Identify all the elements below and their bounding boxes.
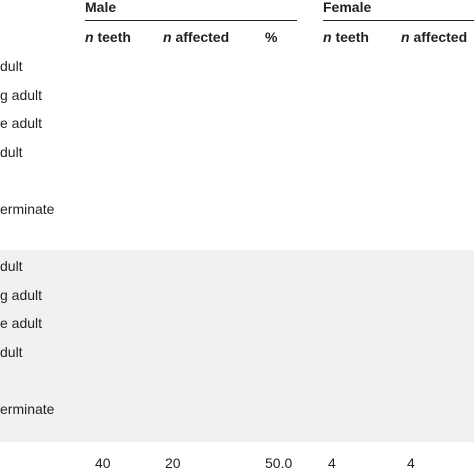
- total-cell: 4: [407, 455, 415, 471]
- column-header: n teeth: [323, 29, 369, 45]
- group-rule: [85, 20, 297, 21]
- row-label: e adult: [0, 115, 43, 131]
- row-label: e adult: [0, 315, 43, 331]
- header-text: teeth: [335, 29, 369, 45]
- total-cell: 20: [165, 455, 181, 471]
- total-cell: 50.0: [265, 455, 293, 471]
- header-text: affected: [175, 29, 230, 45]
- total-cell: 40: [95, 455, 111, 471]
- group-header: Male: [85, 0, 117, 15]
- section-shade: [0, 250, 474, 442]
- italic-n: n: [323, 29, 332, 45]
- row-label: g adult: [0, 287, 43, 303]
- row-label: dult: [0, 144, 23, 160]
- header-text: teeth: [97, 29, 131, 45]
- column-header: n affected: [401, 29, 467, 45]
- header-text: %: [265, 29, 278, 45]
- header-text: affected: [413, 29, 468, 45]
- italic-n: n: [163, 29, 172, 45]
- row-label: dult: [0, 258, 23, 274]
- row-label: dult: [0, 344, 23, 360]
- column-header: n teeth: [85, 29, 131, 45]
- italic-n: n: [401, 29, 410, 45]
- group-rule: [323, 20, 474, 21]
- total-cell: 4: [328, 455, 336, 471]
- group-header: Female: [323, 0, 372, 15]
- row-label: erminate: [0, 201, 55, 217]
- column-header: %: [265, 29, 277, 45]
- row-label: erminate: [0, 401, 55, 417]
- row-label: g adult: [0, 87, 43, 103]
- column-header: n affected: [163, 29, 229, 45]
- italic-n: n: [85, 29, 94, 45]
- row-label: dult: [0, 58, 23, 74]
